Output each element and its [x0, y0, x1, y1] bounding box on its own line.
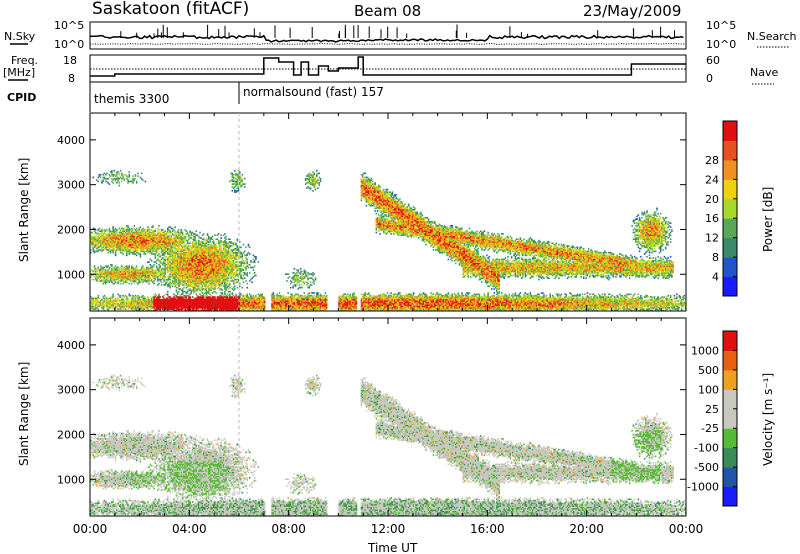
power-cell: [137, 175, 139, 177]
power-cell: [145, 253, 147, 255]
freq-tick-top: 18: [63, 54, 77, 67]
power-cell: [109, 228, 111, 230]
power-cell: [135, 178, 137, 180]
power-cell: [136, 255, 138, 257]
power-cell: [147, 296, 149, 298]
power-cell: [97, 308, 99, 310]
power-cell: [141, 173, 143, 175]
power-cell: [111, 264, 113, 266]
power-cell: [127, 298, 129, 300]
nsearch-label: N.Search: [747, 30, 797, 43]
power-cell: [97, 181, 99, 183]
power-cell: [142, 265, 144, 267]
power-cell: [114, 170, 116, 172]
beam-title: Beam 08: [354, 2, 421, 20]
freq-tick-bottom: 8: [68, 72, 75, 85]
nave-tick-bottom: 0: [706, 72, 713, 85]
power-cell: [121, 173, 123, 175]
power-cell: [120, 170, 122, 172]
power-cell: [122, 253, 124, 255]
power-cell: [119, 185, 121, 187]
power-cell: [136, 181, 138, 183]
power-cell: [92, 177, 94, 179]
power-cell: [135, 174, 137, 176]
power-cell: [136, 265, 138, 267]
power-cell: [106, 173, 108, 175]
nsearch-tick-top: 10^5: [706, 19, 736, 32]
power-heatmap: [90, 170, 686, 311]
station-title: Saskatoon (fitACF): [92, 0, 249, 19]
power-cell: [140, 253, 142, 255]
power-cell: [116, 229, 118, 231]
nsearch-series-line: [90, 44, 686, 45]
power-cell: [142, 179, 144, 181]
cpid-entry-0: themis 3300: [94, 92, 169, 106]
power-cell: [99, 298, 101, 300]
power-cell: [132, 175, 134, 177]
power-cell: [124, 178, 126, 180]
power-cell: [128, 174, 130, 176]
nave-label: Nave: [750, 66, 778, 79]
nsky-spikes: [121, 25, 675, 39]
freq-series-line: [90, 57, 686, 76]
power-cell: [94, 265, 96, 267]
power-cell: [137, 173, 139, 175]
summary-plot-svg: Saskatoon (fitACF) Beam 08 23/May/2009 N…: [0, 0, 800, 554]
radar-summary-plot: Saskatoon (fitACF) Beam 08 23/May/2009 N…: [0, 0, 800, 554]
power-cell: [100, 177, 102, 179]
power-cell: [140, 226, 142, 228]
power-cell: [121, 265, 123, 267]
power-cell: [112, 226, 114, 228]
power-cell: [106, 229, 108, 231]
power-cell: [101, 229, 103, 231]
power-cell: [125, 308, 127, 310]
power-cell: [97, 295, 99, 297]
cpid-label: CPID: [7, 91, 36, 104]
power-cell: [99, 228, 101, 230]
cpid-strip: themis 3300 normalsound (fast) 157: [90, 82, 384, 112]
power-cell: [130, 295, 132, 297]
date-title: 23/May/2009: [583, 2, 681, 20]
power-cell: [111, 170, 113, 172]
power-cell: [119, 182, 121, 184]
power-cell: [119, 173, 121, 175]
power-cell: [97, 267, 99, 269]
freq-unit-label: [MHz]: [3, 66, 35, 79]
power-cell: [120, 295, 122, 297]
power-cell: [120, 283, 122, 285]
power-cell: [127, 225, 129, 227]
power-cell: [112, 182, 114, 184]
power-cell: [115, 281, 117, 283]
power-cell: [112, 294, 114, 296]
power-cell: [109, 183, 111, 185]
nave-tick-top: 60: [706, 54, 720, 67]
power-cell: [128, 283, 130, 285]
power-cell: [100, 174, 102, 176]
power-cell: [133, 225, 135, 227]
nsky-tick-top: 10^5: [54, 19, 84, 32]
nsearch-tick-bottom: 10^0: [706, 38, 736, 51]
nsky-series-line: [90, 36, 684, 42]
power-cell: [128, 171, 130, 173]
cpid-entry-1: normalsound (fast) 157: [243, 85, 384, 99]
power-cell: [131, 283, 133, 285]
power-cell: [121, 181, 123, 183]
nsky-tick-bottom: 10^0: [54, 38, 84, 51]
power-cell: [92, 279, 94, 281]
power-cell: [145, 181, 147, 183]
power-cell: [128, 265, 130, 267]
power-cell: [91, 232, 93, 234]
nsky-label: N.Sky: [4, 30, 36, 43]
